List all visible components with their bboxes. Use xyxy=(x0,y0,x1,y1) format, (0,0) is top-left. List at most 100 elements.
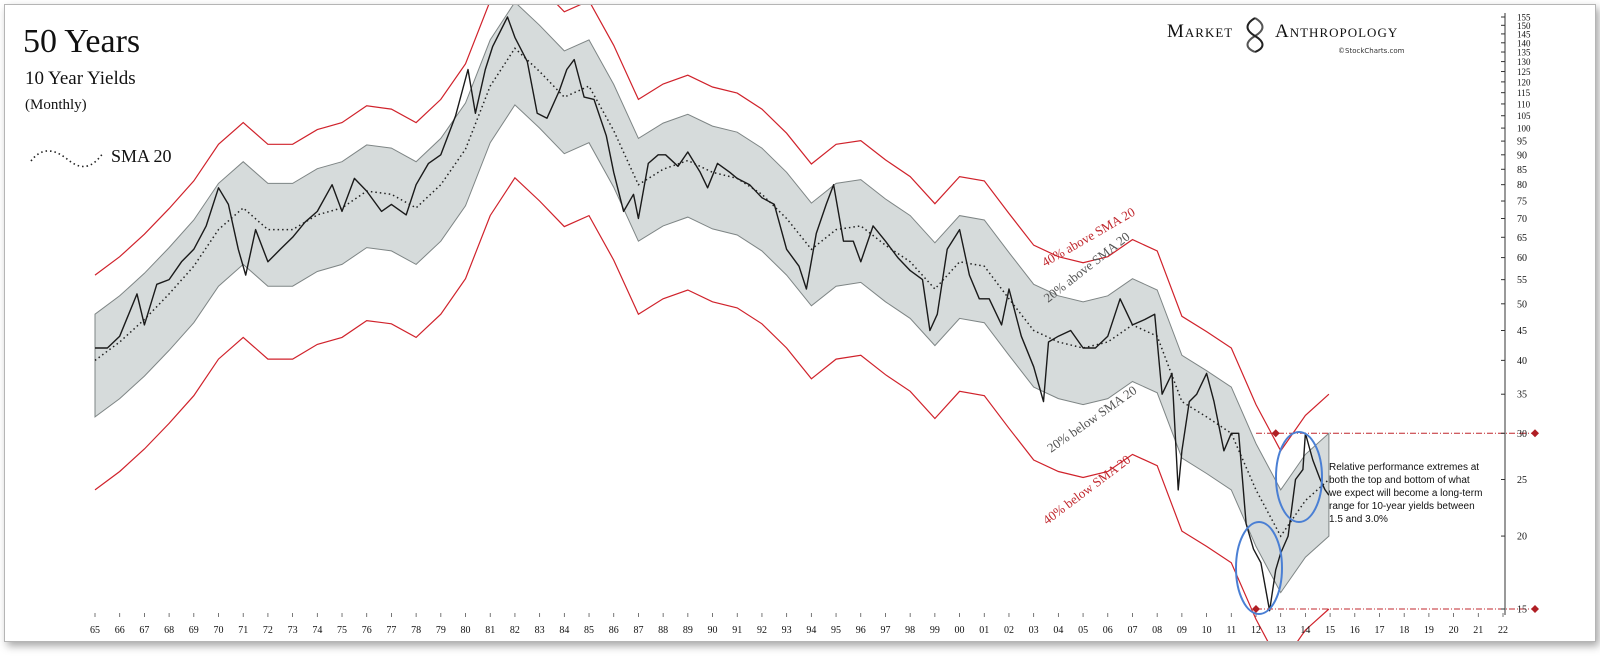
y-tick-label: 105 xyxy=(1517,111,1531,121)
x-tick-label: 01 xyxy=(979,625,989,636)
x-tick-label: 10 xyxy=(1202,625,1212,636)
y-tick-label: 45 xyxy=(1517,326,1527,337)
legend-sma-label: SMA 20 xyxy=(111,146,172,166)
y-tick-label: 130 xyxy=(1517,57,1531,67)
x-tick-label: 93 xyxy=(782,625,792,636)
y-tick-label: 140 xyxy=(1517,38,1531,48)
x-tick-label: 86 xyxy=(609,625,619,636)
x-tick-label: 77 xyxy=(386,625,396,636)
x-tick-label: 76 xyxy=(362,625,372,636)
x-tick-label: 98 xyxy=(905,625,915,636)
x-tick-label: 69 xyxy=(189,625,199,636)
y-tick-label: 60 xyxy=(1517,253,1527,264)
x-tick-label: 73 xyxy=(288,625,298,636)
x-tick-label: 95 xyxy=(831,625,841,636)
x-tick-label: 20 xyxy=(1449,625,1459,636)
x-tick-label: 74 xyxy=(312,625,322,636)
y-tick-label: 25 xyxy=(1517,475,1527,486)
y-tick-label: 30 xyxy=(1517,429,1527,440)
reference-marker xyxy=(1251,605,1260,613)
y-tick-label: 15 xyxy=(1517,605,1527,616)
band-upper40-line xyxy=(94,5,1330,452)
x-tick-label: 05 xyxy=(1078,625,1088,636)
x-tick-label: 22 xyxy=(1498,625,1508,636)
x-tick-label: 82 xyxy=(510,625,520,636)
x-tick-label: 78 xyxy=(411,625,421,636)
y-tick-label: 145 xyxy=(1517,29,1531,39)
x-tick-label: 79 xyxy=(436,625,446,636)
x-tick-label: 21 xyxy=(1473,625,1483,636)
x-tick-label: 16 xyxy=(1350,625,1360,636)
brand-name-right: Anthropology xyxy=(1275,21,1398,42)
x-tick-label: 97 xyxy=(880,625,890,636)
x-tick-label: 92 xyxy=(757,625,767,636)
x-tick-label: 65 xyxy=(90,625,100,636)
y-tick-label: 115 xyxy=(1517,88,1531,98)
label-lower40: 40% below SMA 20 xyxy=(1040,452,1134,528)
y-tick-label: 155 xyxy=(1517,13,1531,23)
brand-source: ©StockCharts.com xyxy=(1338,47,1405,55)
highlight-ellipse-bottom xyxy=(1235,521,1283,615)
x-tick-label: 88 xyxy=(658,625,668,636)
x-tick-label: 03 xyxy=(1029,625,1039,636)
chart-frame: 15 20 25 30 35 40 45 50 55 60 65 70 75 80 85 90 95 100 105… xyxy=(4,4,1596,642)
x-tick-label: 14 xyxy=(1300,625,1310,636)
y-tick-label: 70 xyxy=(1517,214,1527,225)
x-tick-label: 12 xyxy=(1251,625,1261,636)
x-tick-label: 13 xyxy=(1276,625,1286,636)
y-tick-label: 150 xyxy=(1517,21,1531,31)
y-tick-label: 80 xyxy=(1517,180,1527,191)
y-tick-label: 95 xyxy=(1517,137,1527,148)
y-tick-label: 135 xyxy=(1517,48,1531,58)
x-tick-label: 11 xyxy=(1226,625,1236,636)
y-tick-label: 20 xyxy=(1517,532,1527,543)
brand-name-left: Market xyxy=(1167,21,1233,42)
x-tick-label: 15 xyxy=(1325,625,1335,636)
x-tick-label: 71 xyxy=(238,625,248,636)
yield-line xyxy=(95,16,1330,612)
x-tick-label: 99 xyxy=(930,625,940,636)
x-tick-label: 85 xyxy=(584,625,594,636)
x-tick-label: 66 xyxy=(115,625,125,636)
x-tick-label: 02 xyxy=(1004,625,1014,636)
y-tick-label: 100 xyxy=(1517,124,1531,134)
x-tick-label: 83 xyxy=(535,625,545,636)
x-tick-label: 96 xyxy=(856,625,866,636)
band-20pct-fill xyxy=(94,5,1330,594)
reference-marker xyxy=(1531,605,1539,613)
x-tick-label: 81 xyxy=(485,625,495,636)
y-tick-label: 50 xyxy=(1517,299,1527,310)
y-tick-label: 110 xyxy=(1517,99,1531,109)
y-tick-label: 75 xyxy=(1517,197,1527,208)
x-tick-label: 67 xyxy=(139,625,149,636)
reference-marker xyxy=(1271,429,1280,438)
x-tick-label: 17 xyxy=(1374,625,1384,636)
reference-marker xyxy=(1531,429,1539,438)
x-tick-label: 80 xyxy=(461,625,471,636)
band-lower40-line xyxy=(94,176,1330,641)
x-tick-label: 09 xyxy=(1177,625,1187,636)
y-tick-label: 125 xyxy=(1517,67,1531,77)
dna-helix-icon xyxy=(1246,17,1264,53)
y-tick-label: 65 xyxy=(1517,233,1527,244)
y-tick-label: 35 xyxy=(1517,390,1527,401)
x-tick-label: 00 xyxy=(955,625,965,636)
x-tick-label: 94 xyxy=(806,625,816,636)
x-tick-label: 87 xyxy=(633,625,643,636)
x-tick-label: 06 xyxy=(1103,625,1113,636)
y-tick-label: 40 xyxy=(1517,356,1527,367)
x-tick-label: 68 xyxy=(164,625,174,636)
highlight-ellipse-top xyxy=(1275,431,1323,523)
yield-chart: 1520253035404550556065707580859095100105… xyxy=(23,5,1539,641)
x-tick-label: 90 xyxy=(708,625,718,636)
chart-title: 50 Years xyxy=(23,23,140,60)
x-tick-label: 18 xyxy=(1399,625,1409,636)
x-tick-label: 07 xyxy=(1127,625,1137,636)
legend-sma-swatch xyxy=(30,150,104,168)
annotation-text: Relative performance extremes at both th… xyxy=(1329,462,1483,525)
y-tick-label: 120 xyxy=(1517,77,1531,87)
chart-subtitle: 10 Year Yields xyxy=(25,68,136,89)
x-tick-label: 75 xyxy=(337,625,347,636)
x-tick-label: 08 xyxy=(1152,625,1162,636)
y-tick-label: 90 xyxy=(1517,150,1527,161)
